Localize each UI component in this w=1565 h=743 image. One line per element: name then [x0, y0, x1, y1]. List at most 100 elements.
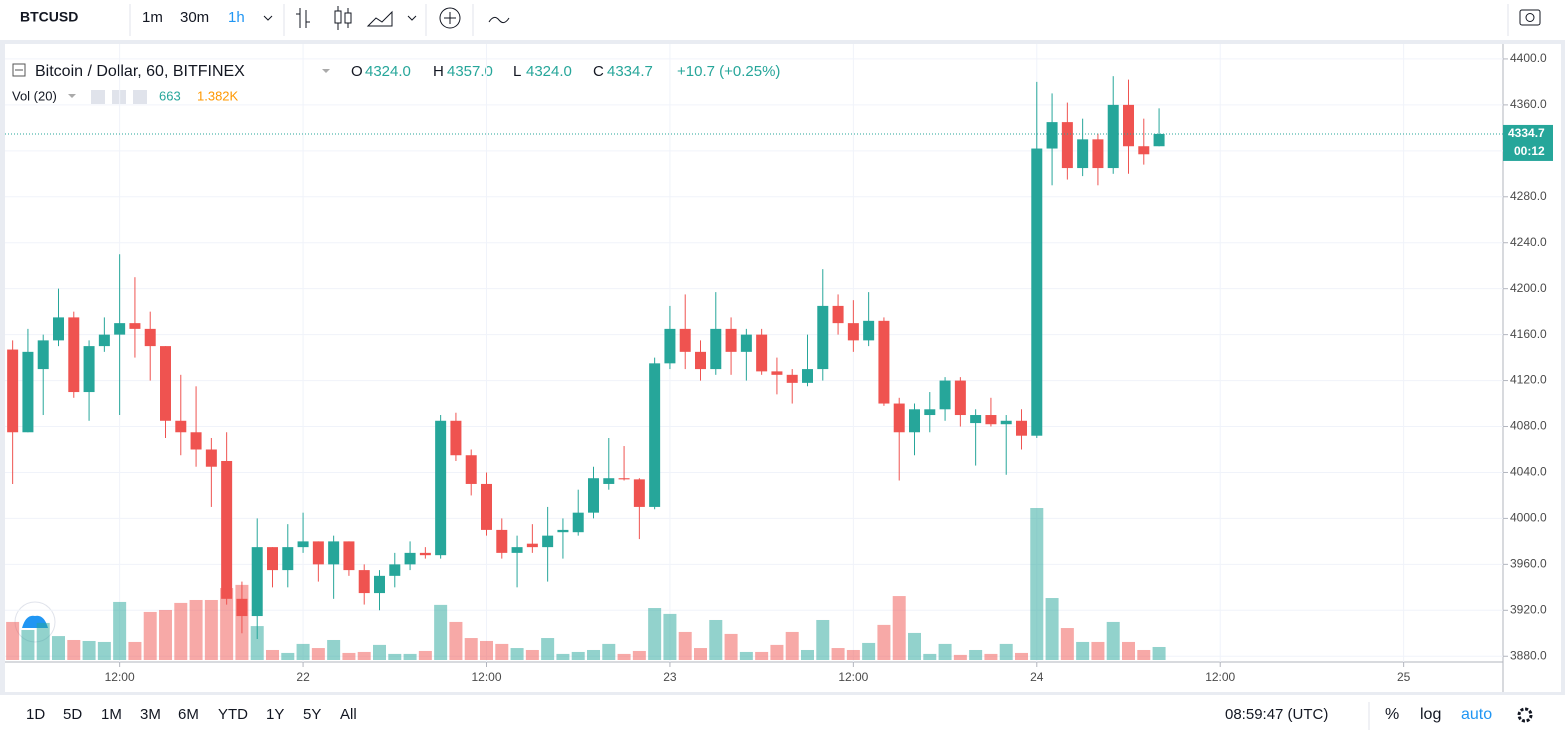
range-button[interactable]: YTD [218, 706, 248, 723]
range-button[interactable]: 1D [26, 706, 45, 723]
dropdown-icon[interactable] [322, 69, 330, 73]
volume-bar [846, 649, 860, 660]
candle-body [343, 541, 355, 571]
candle-body [1153, 133, 1165, 147]
candle-body [267, 547, 278, 571]
volume-bar [785, 631, 799, 660]
y-tick-label: 3880.0 [1510, 648, 1547, 662]
volume-bar [770, 644, 784, 660]
candle-body [771, 371, 783, 375]
scale-option[interactable]: % [1385, 706, 1399, 723]
range-button[interactable]: 6M [178, 706, 199, 723]
candle-body [1016, 420, 1027, 436]
candle-body [679, 328, 691, 352]
bars-icon[interactable] [296, 8, 310, 28]
indicators-icon[interactable] [488, 16, 510, 24]
scale-option[interactable]: log [1420, 706, 1441, 723]
dropdown-icon[interactable] [407, 15, 417, 21]
volume-bar [556, 653, 570, 660]
volume-bar [709, 619, 723, 660]
visibility-icon[interactable] [91, 90, 105, 104]
area-icon[interactable] [366, 10, 393, 27]
settings-icon[interactable] [112, 90, 126, 104]
candle-body [22, 351, 34, 433]
interval[interactable]: 30m [180, 9, 209, 26]
legend-value: 4357.0 [447, 63, 493, 80]
volume-bar [6, 621, 20, 660]
range-button[interactable]: All [340, 706, 357, 723]
candles-icon[interactable] [344, 12, 352, 24]
range-button[interactable]: 1M [101, 706, 122, 723]
candle-body [649, 363, 661, 507]
compare-icon[interactable] [444, 12, 456, 24]
candles-icon[interactable] [334, 10, 342, 24]
candle-body [817, 305, 829, 370]
volume-bar [831, 648, 845, 660]
snapshot-icon[interactable] [1519, 9, 1541, 26]
candle-body [205, 449, 217, 467]
interval[interactable]: 1h [228, 9, 245, 26]
volume-bar [1106, 621, 1120, 660]
y-tick-label: 4160.0 [1510, 327, 1547, 341]
volume-bar [21, 629, 35, 660]
volume-bar [1015, 652, 1028, 660]
candle-body [756, 334, 768, 372]
y-tick-label: 3960.0 [1510, 557, 1547, 571]
interval[interactable]: 1m [142, 9, 163, 26]
last-price-label: 4334.7 [1508, 126, 1545, 140]
candle-body [511, 547, 523, 553]
candle-body [893, 403, 905, 433]
candle-body [435, 420, 447, 556]
y-tick-label: 4120.0 [1510, 373, 1547, 387]
candle-body [358, 570, 370, 594]
candle-body [572, 512, 584, 533]
x-tick-label: 12:00 [838, 670, 868, 684]
candle-body [618, 478, 630, 480]
candle-body [1138, 146, 1150, 155]
candle-body [786, 374, 798, 383]
candle-body [1092, 139, 1104, 169]
compare-icon[interactable] [439, 7, 461, 29]
dropdown-icon[interactable] [263, 15, 273, 21]
volume-bar [663, 613, 677, 660]
candle-body [557, 529, 569, 533]
range-button[interactable]: 1Y [266, 706, 284, 723]
range-button[interactable]: 5D [63, 706, 82, 723]
volume-bar [678, 631, 692, 660]
candle-body [83, 346, 95, 393]
volume-bar [755, 651, 769, 660]
y-tick-label: 4400.0 [1510, 51, 1547, 65]
volume-bar [1091, 641, 1105, 660]
candle-body [419, 552, 431, 556]
candle-body [68, 317, 80, 393]
range-button[interactable]: 5Y [303, 706, 321, 723]
volume-bar [388, 653, 402, 660]
candle-body [710, 328, 722, 370]
candle-body [970, 415, 982, 424]
volume-bar [892, 596, 906, 660]
range-button[interactable]: 3M [140, 706, 161, 723]
volume-bar [1152, 646, 1166, 660]
remove-icon[interactable] [133, 90, 147, 104]
candle-body [725, 328, 737, 352]
y-tick-label: 4280.0 [1510, 189, 1547, 203]
volume-label: Vol (20) [12, 88, 57, 103]
x-tick-label: 12:00 [471, 670, 501, 684]
candle-body [328, 541, 340, 565]
scale-option[interactable]: auto [1461, 706, 1492, 723]
settings-icon[interactable] [1517, 707, 1533, 723]
candle-body [878, 320, 890, 404]
candle-body [802, 369, 813, 383]
volume-bar [602, 643, 616, 660]
candle-body [7, 349, 19, 433]
candle-body [98, 334, 110, 347]
candle-body [633, 479, 645, 507]
symbol[interactable]: BTCUSD [20, 9, 78, 25]
candle-body [740, 334, 752, 352]
snapshot-icon[interactable] [1525, 13, 1535, 22]
candle-body [37, 340, 49, 370]
volume-bar [908, 632, 921, 660]
dropdown-icon[interactable] [68, 94, 76, 98]
collapse-icon[interactable] [12, 63, 26, 77]
legend-change: +10.7 (+0.25%) [677, 63, 780, 80]
